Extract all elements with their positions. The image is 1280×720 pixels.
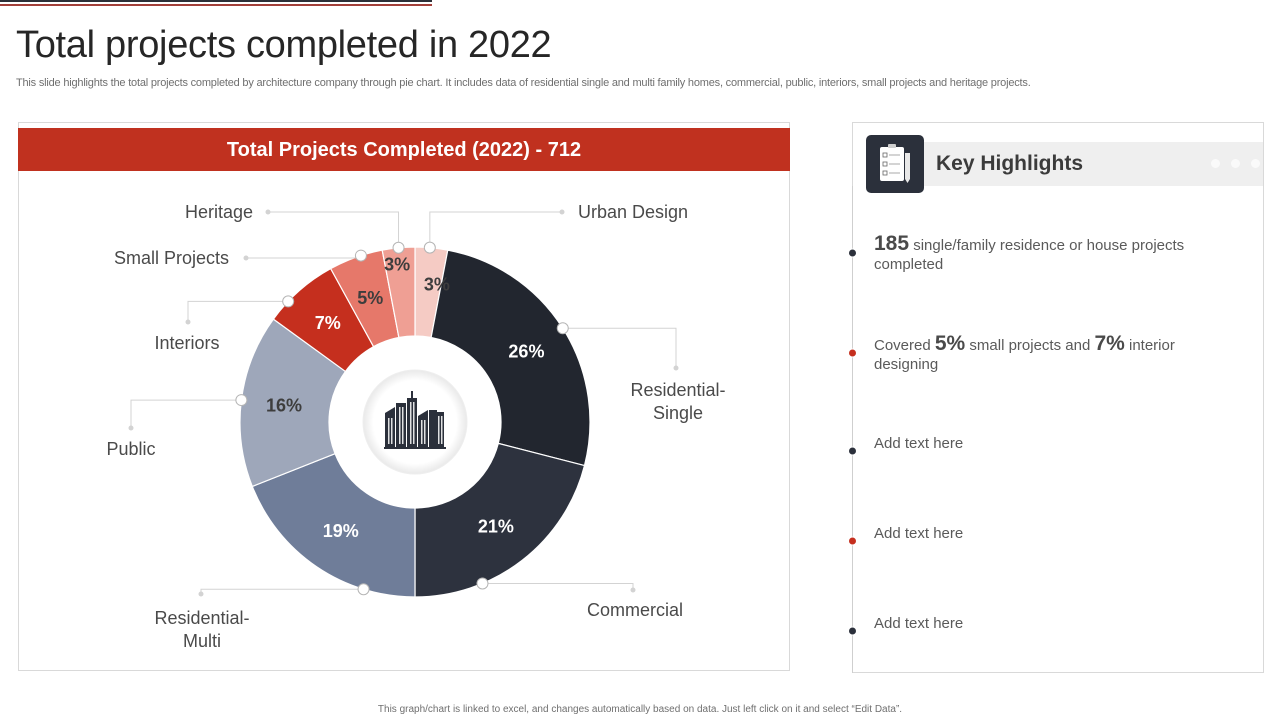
callout-line-interiors — [187, 300, 289, 322]
highlight-item: Add text here — [874, 524, 1234, 543]
highlight-text: single/family residence or house project… — [874, 237, 1185, 273]
top-accent-line-dark — [0, 0, 432, 2]
slice-label-small-projects: 5% — [357, 288, 383, 308]
slice-label-public: 16% — [266, 395, 302, 415]
timeline-marker-icon — [843, 245, 859, 261]
callout-marker-small-projects — [354, 249, 367, 262]
dot — [1231, 159, 1240, 168]
chart-title: Total Projects Completed (2022) - 712 — [18, 128, 790, 171]
slice-label-heritage: 3% — [384, 255, 410, 275]
timeline-marker-icon — [843, 345, 859, 361]
footer-note: This graph/chart is linked to excel, and… — [377, 704, 903, 715]
highlight-text: small projects and — [965, 337, 1095, 354]
highlight-text: Add text here — [874, 615, 964, 632]
callout-end-dot — [630, 587, 636, 593]
timeline-line — [852, 186, 853, 673]
callout-marker-urban-design — [423, 241, 436, 254]
timeline-marker-icon — [843, 623, 859, 639]
dot — [1251, 159, 1260, 168]
key-highlights-title: Key Highlights — [936, 152, 1084, 175]
chart-panel — [18, 122, 790, 671]
callout-marker-public — [235, 394, 248, 407]
callout-line-small-projects — [246, 255, 362, 259]
highlight-value: 5% — [934, 332, 966, 355]
page-subtitle: This slide highlights the total projects… — [16, 77, 1031, 89]
callout-end-dot — [559, 209, 565, 215]
highlight-item: Add text here — [874, 614, 1234, 633]
city-buildings-icon — [384, 391, 446, 449]
callout-marker-heritage — [392, 241, 405, 254]
category-label-residential-single: Residential-Single — [630, 380, 725, 423]
category-label-heritage: Heritage — [185, 202, 253, 222]
dot — [1211, 159, 1220, 168]
category-label-small-projects: Small Projects — [114, 248, 229, 268]
slice-label-commercial: 21% — [478, 516, 514, 536]
more-dots-icon — [1211, 159, 1260, 168]
category-label-public: Public — [106, 439, 155, 459]
slice-label-interiors: 7% — [315, 313, 341, 333]
timeline-marker-icon — [843, 443, 859, 459]
category-label-interiors: Interiors — [154, 333, 219, 353]
category-label-commercial: Commercial — [587, 600, 683, 620]
key-highlights-panel — [852, 122, 1264, 673]
callout-end-dot — [265, 209, 271, 215]
callout-line-urban-design — [429, 211, 562, 248]
highlight-text: Add text here — [874, 525, 964, 542]
highlight-value: 7% — [1094, 332, 1125, 355]
callout-end-dot — [673, 365, 679, 371]
callout-marker-residential-multi — [357, 583, 370, 596]
callout-end-dot — [185, 319, 191, 325]
callout-line-residential-multi — [200, 588, 364, 594]
center-hub — [329, 336, 501, 508]
slice-label-residential-multi: 19% — [323, 521, 359, 541]
callout-line-commercial — [482, 582, 634, 590]
highlight-text: Add text here — [874, 435, 964, 452]
callout-end-dot — [128, 425, 134, 431]
callout-line-public — [130, 399, 242, 428]
page-title: Total projects completed in 2022 — [16, 24, 552, 66]
timeline-marker-icon — [843, 533, 859, 549]
callout-marker-residential-single — [556, 322, 569, 335]
callout-line-heritage — [268, 211, 400, 248]
highlight-item: Add text here — [874, 434, 1234, 453]
callout-marker-interiors — [282, 295, 295, 308]
slice-label-urban-design: 3% — [424, 275, 450, 295]
slice-label-residential-single: 26% — [508, 341, 544, 361]
highlight-text: Covered — [874, 337, 935, 354]
clipboard-checklist-icon — [866, 135, 924, 193]
highlight-item: Covered 5% small projects and 7% interio… — [874, 332, 1234, 374]
top-accent-line-red — [0, 4, 432, 6]
callout-marker-commercial — [476, 577, 489, 590]
category-label-residential-multi: Residential-Multi — [154, 608, 249, 651]
key-highlights-header — [866, 142, 1263, 186]
category-label-urban-design: Urban Design — [578, 202, 688, 222]
highlight-value: 185 — [874, 232, 910, 255]
callout-line-residential-single — [562, 327, 677, 368]
callout-end-dot — [243, 255, 249, 261]
highlight-item: 185 single/family residence or house pro… — [874, 232, 1234, 274]
callout-end-dot — [198, 591, 204, 597]
highlight-text: interior designing — [874, 337, 1175, 373]
